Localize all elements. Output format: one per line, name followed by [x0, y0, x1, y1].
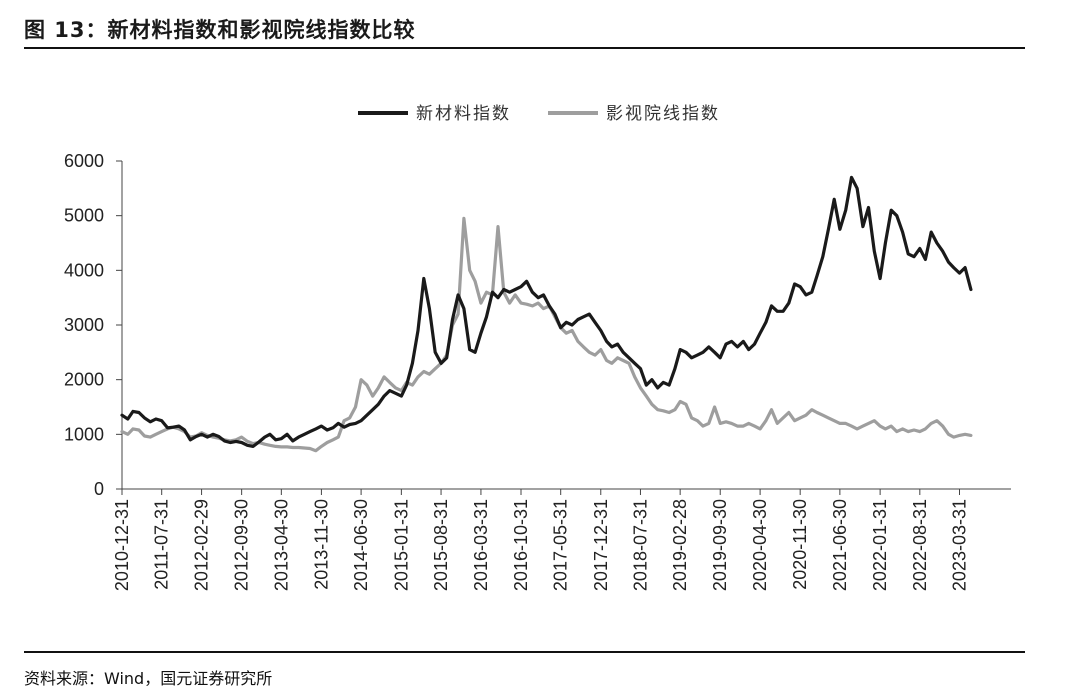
x-tick-label: 2010-12-31 [112, 499, 132, 591]
x-tick-label: 2022-08-31 [910, 499, 930, 591]
x-tick-label: 2013-04-30 [271, 499, 291, 591]
x-tick-label: 2016-03-31 [471, 499, 491, 591]
x-tick-label: 2019-09-30 [710, 499, 730, 591]
x-tick-label: 2017-12-31 [591, 499, 611, 591]
top-divider [24, 47, 1025, 49]
x-tick-label: 2015-08-31 [431, 499, 451, 591]
y-tick-label: 4000 [64, 260, 104, 280]
y-tick-label: 0 [94, 479, 104, 499]
x-tick-label: 2023-03-31 [950, 499, 970, 591]
x-tick-label: 2018-07-31 [630, 499, 650, 591]
x-tick-label: 2022-01-31 [870, 499, 890, 591]
x-tick-label: 2015-01-31 [391, 499, 411, 591]
legend-label-1: 影视院线指数 [606, 104, 720, 124]
bottom-divider [24, 651, 1025, 653]
source-note: 资料来源：Wind，国元证券研究所 [24, 669, 273, 688]
y-tick-label: 3000 [64, 315, 104, 335]
series-line-0 [120, 175, 973, 448]
y-tick-label: 6000 [64, 151, 104, 171]
chart-series [120, 175, 973, 453]
page-title: 图 13：新材料指数和影视院线指数比较 [24, 18, 416, 42]
x-tick-label: 2021-06-30 [830, 499, 850, 591]
y-tick-label: 2000 [64, 370, 104, 390]
x-tick-label: 2012-02-29 [192, 499, 212, 591]
x-tick-label: 2019-02-28 [670, 499, 690, 591]
x-tick-label: 2020-11-30 [790, 499, 810, 590]
y-tick-label: 5000 [64, 206, 104, 226]
x-tick-label: 2020-04-30 [750, 499, 770, 591]
chart-axes: 0 1000 2000 3000 4000 5000 6000 2010-12-31 2011-… [64, 151, 1011, 591]
x-tick-label: 2011-07-31 [152, 499, 172, 590]
series-line-1 [120, 216, 973, 453]
y-tick-label: 1000 [64, 424, 104, 444]
header: 图 13：新材料指数和影视院线指数比较 [24, 14, 1024, 44]
x-tick-label: 2017-05-31 [551, 499, 571, 591]
legend-label-0: 新材料指数 [416, 104, 511, 124]
x-tick-label: 2012-09-30 [232, 499, 252, 591]
x-tick-label: 2014-06-30 [351, 499, 371, 591]
x-tick-label: 2016-10-31 [511, 499, 531, 591]
x-tick-label: 2013-11-30 [311, 499, 331, 590]
chart-legend: 新材料指数 影视院线指数 [358, 104, 720, 124]
